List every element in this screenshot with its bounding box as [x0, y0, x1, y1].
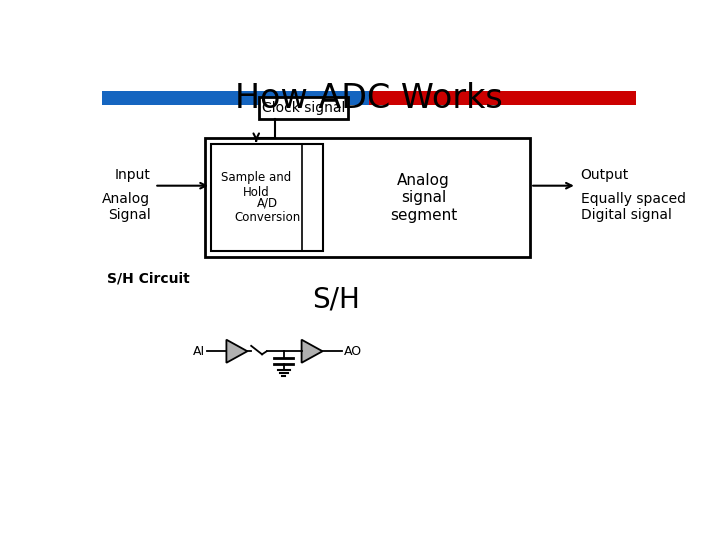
Bar [102, 91, 369, 105]
Text: S/H: S/H [312, 286, 361, 314]
Polygon shape [302, 340, 323, 363]
Text: Equally spaced
Digital signal: Equally spaced Digital signal [580, 192, 685, 222]
Polygon shape [226, 340, 248, 363]
Text: Analog
Signal: Analog Signal [102, 192, 150, 222]
Text: Output: Output [580, 168, 629, 182]
Bar [204, 138, 530, 257]
Text: How ADC Works: How ADC Works [235, 82, 503, 114]
Text: S/H Circuit: S/H Circuit [107, 272, 190, 286]
Text: Input: Input [114, 168, 150, 182]
Text: AO: AO [344, 345, 362, 357]
Text: AI: AI [192, 345, 204, 357]
Bar [259, 97, 348, 119]
Bar [211, 144, 323, 251]
Text: Clock signal: Clock signal [262, 101, 346, 115]
Bar [369, 91, 636, 105]
Text: Sample and
Hold: Sample and Hold [221, 171, 292, 199]
Text: A/D
Conversion: A/D Conversion [234, 197, 300, 225]
Text: Analog
signal
segment: Analog signal segment [390, 173, 457, 222]
